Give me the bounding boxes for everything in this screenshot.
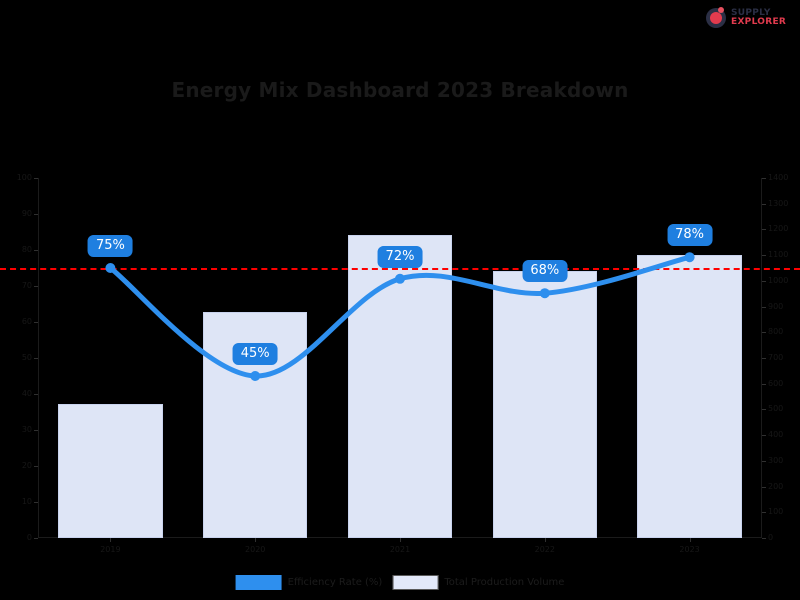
legend-item-line[interactable]: Efficiency Rate (%) [235,575,383,590]
right-tick-label: 900 [768,301,784,311]
right-tick-label: 1400 [768,173,789,182]
right-tick [762,255,766,257]
right-tick [762,332,766,334]
logo-text: SUPPLY EXPLORER [731,7,787,28]
left-tick-label: 80 [21,245,32,254]
chart-title: Energy Mix Dashboard 2023 Breakdown [171,78,629,102]
left-tick [34,214,38,215]
left-tick-label: 50 [21,353,32,362]
left-tick-label: 0 [26,533,32,542]
right-tick-label: 1200 [768,224,789,234]
right-tick [762,486,766,488]
legend-label-bar: Total Production Volume [444,577,565,588]
left-tick [34,322,38,323]
left-tick [34,538,38,539]
left-tick [34,358,38,359]
right-tick [762,280,766,282]
right-tick [762,538,766,539]
x-tick [400,538,401,542]
x-tick-label-2020: 2020 [245,545,266,554]
logo-circle-icon [704,6,728,30]
line-marker-2020 [250,371,261,381]
left-tick-label: 30 [21,425,32,434]
right-tick [762,229,766,231]
chart-legend: Efficiency Rate (%) Total Production Vol… [228,571,573,594]
legend-label-line: Efficiency Rate (%) [287,577,383,588]
bar-2019 [58,404,163,538]
right-tick [762,358,766,359]
x-tick [689,538,691,542]
line-marker-2019 [105,263,116,273]
left-axis-line [38,178,39,538]
data-label-2020: 45% [232,343,278,365]
right-tick-label: 200 [768,481,784,491]
data-label-2023: 78% [667,224,713,247]
legend-swatch-bar [392,575,439,590]
x-tick-label-2019: 2019 [100,545,121,554]
right-tick-label: 700 [768,353,784,362]
data-label-2021: 72% [377,245,423,268]
right-tick-label: 0 [768,533,774,542]
line-path [107,254,693,379]
plot-area: 100 90 80 70 60 50 40 30 20 10 0 1400 1300 1200 1100 1… [0,174,800,554]
x-tick-label-2021: 2021 [389,545,411,554]
legend-swatch-line [235,575,282,590]
right-tick-label: 400 [768,430,784,440]
right-tick [762,383,766,385]
left-tick-label: 40 [21,389,32,398]
left-tick-label: 10 [21,497,32,506]
x-tick-label-2022: 2022 [534,545,555,554]
right-tick-label: 300 [768,455,784,465]
left-tick [34,394,38,395]
right-tick [762,460,766,462]
right-tick-label: 800 [768,327,784,337]
right-tick [762,306,766,308]
left-tick [34,430,38,431]
left-tick [34,250,38,251]
right-tick-label: 1000 [768,275,789,285]
right-tick [762,435,766,437]
right-tick [762,178,766,179]
left-tick-label: 60 [21,317,32,326]
left-tick [34,466,38,467]
legend-item-bar[interactable]: Total Production Volume [392,575,564,590]
right-tick-label: 100 [768,507,784,517]
right-tick-label: 1100 [768,250,789,260]
brand-logo: SUPPLY EXPLORER [704,4,796,32]
target-line [0,268,800,270]
x-tick [544,538,546,542]
right-tick [762,512,766,514]
line-marker-2021 [395,273,405,284]
right-tick [762,409,766,411]
right-tick-label: 600 [768,378,784,388]
line-marker-2022 [539,288,550,299]
left-tick-label: 100 [16,173,32,182]
bar-2021 [347,234,453,538]
left-tick-label: 90 [21,209,32,218]
left-tick-label: 20 [21,461,32,470]
logo-line-1: SUPPLY [731,7,771,18]
x-tick [110,538,112,542]
x-tick-label-2023: 2023 [679,545,700,554]
left-tick-label: 70 [21,281,32,290]
right-tick [762,203,766,205]
x-tick [255,538,257,542]
left-tick [34,286,38,287]
right-tick-label: 1300 [768,198,789,208]
data-label-2019: 75% [87,235,133,257]
line-marker-2023 [684,252,695,263]
data-label-2022: 68% [522,260,568,283]
left-tick [34,178,38,179]
right-tick-label: 500 [768,404,784,414]
bar-2023 [637,255,742,538]
line-series [105,252,695,381]
left-tick [34,502,38,503]
logo-line-2: EXPLORER [731,17,787,27]
right-axis-line [761,178,762,538]
